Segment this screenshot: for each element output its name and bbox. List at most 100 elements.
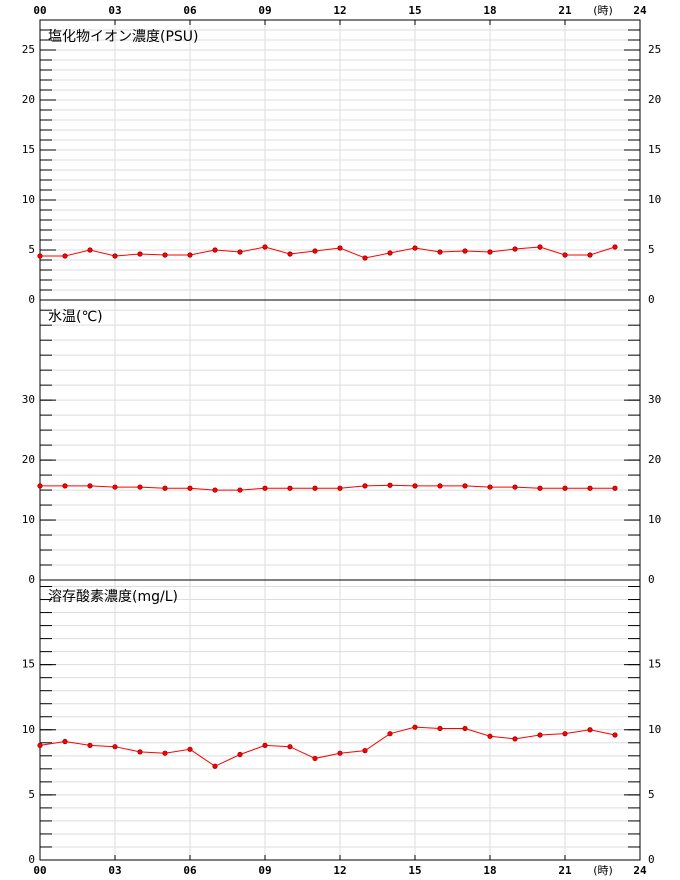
point: [212, 763, 218, 769]
x-tick-label: 09: [258, 864, 271, 877]
point: [562, 485, 568, 491]
point: [312, 485, 318, 491]
point: [462, 483, 468, 489]
point: [212, 487, 218, 493]
point: [437, 249, 443, 255]
x-tick-label: 21: [558, 864, 572, 877]
point: [612, 732, 618, 738]
point: [487, 249, 493, 255]
point: [37, 253, 43, 259]
point: [62, 483, 68, 489]
y-tick-label: 10: [22, 723, 35, 736]
point: [187, 485, 193, 491]
point: [587, 252, 593, 258]
point: [437, 725, 443, 732]
point: [437, 483, 443, 489]
y-tick-label: 0: [28, 853, 35, 866]
point: [412, 245, 418, 251]
point: [387, 250, 393, 256]
y-tick-label: 15: [648, 658, 661, 671]
point: [512, 736, 518, 742]
x-tick-label: 03: [108, 4, 121, 17]
y-tick-label: 5: [28, 243, 35, 256]
series-line: [40, 484, 615, 491]
y-tick-label: 0: [648, 293, 655, 306]
point: [312, 248, 318, 254]
point: [262, 244, 268, 250]
y-tick-label: 30: [648, 393, 661, 406]
series-line: [40, 246, 616, 259]
point: [237, 487, 243, 493]
x-tick-label: 18: [483, 4, 496, 17]
point: [362, 748, 368, 754]
point: [462, 248, 468, 254]
point: [237, 249, 243, 255]
point: [512, 484, 518, 490]
panel-title: 溶存酸素濃度(mg/L): [48, 589, 178, 605]
point: [412, 724, 418, 730]
point: [62, 253, 68, 259]
x-tick-label: 06: [183, 4, 197, 17]
x-tick-label: 24: [633, 4, 647, 17]
y-tick-label: 10: [22, 513, 35, 526]
point: [387, 482, 393, 488]
point: [362, 255, 368, 261]
point: [162, 485, 168, 491]
point: [562, 252, 568, 258]
x-tick-label: 12: [333, 4, 346, 17]
y-tick-label: 25: [648, 43, 661, 56]
point: [537, 732, 543, 738]
point: [362, 483, 368, 489]
y-tick-label: 0: [648, 573, 655, 586]
point: [162, 750, 168, 756]
point: [412, 483, 418, 489]
point: [37, 742, 43, 748]
y-tick-label: 0: [28, 573, 35, 586]
point: [287, 744, 293, 750]
y-tick-label: 10: [648, 723, 661, 736]
y-tick-label: 20: [648, 453, 661, 466]
y-tick-label: 5: [648, 788, 655, 801]
point: [337, 245, 343, 251]
point: [337, 750, 343, 756]
point: [187, 746, 193, 752]
y-tick-label: 20: [22, 93, 35, 106]
x-tick-label: 09: [258, 4, 271, 17]
y-tick-label: 10: [648, 513, 661, 526]
x-axis-unit: (時): [593, 864, 613, 877]
point: [487, 484, 493, 490]
point: [337, 485, 343, 491]
x-tick-label: 03: [108, 864, 121, 877]
point: [87, 247, 93, 253]
point: [112, 484, 118, 490]
y-tick-label: 10: [648, 193, 661, 206]
point: [137, 749, 143, 755]
point: [287, 251, 293, 257]
y-tick-label: 30: [22, 393, 35, 406]
y-tick-label: 15: [22, 143, 35, 156]
point: [537, 485, 543, 491]
point: [87, 742, 93, 748]
y-tick-label: 15: [648, 143, 661, 156]
point: [587, 727, 593, 733]
point: [37, 483, 43, 489]
point: [612, 244, 618, 250]
x-tick-label: 06: [183, 864, 197, 877]
point: [187, 252, 193, 258]
x-tick-label: 15: [408, 864, 421, 877]
point: [487, 733, 493, 739]
point: [387, 731, 393, 737]
y-tick-label: 25: [22, 43, 35, 56]
point: [612, 485, 618, 491]
y-tick-label: 10: [22, 193, 35, 206]
x-tick-label: 21: [558, 4, 572, 17]
point: [112, 253, 118, 259]
x-tick-label: 24: [633, 864, 647, 877]
point: [462, 725, 468, 732]
point: [112, 744, 118, 750]
point: [587, 485, 593, 491]
point: [262, 485, 268, 491]
point: [512, 246, 518, 252]
x-tick-label: 00: [33, 864, 46, 877]
y-tick-label: 5: [648, 243, 655, 256]
